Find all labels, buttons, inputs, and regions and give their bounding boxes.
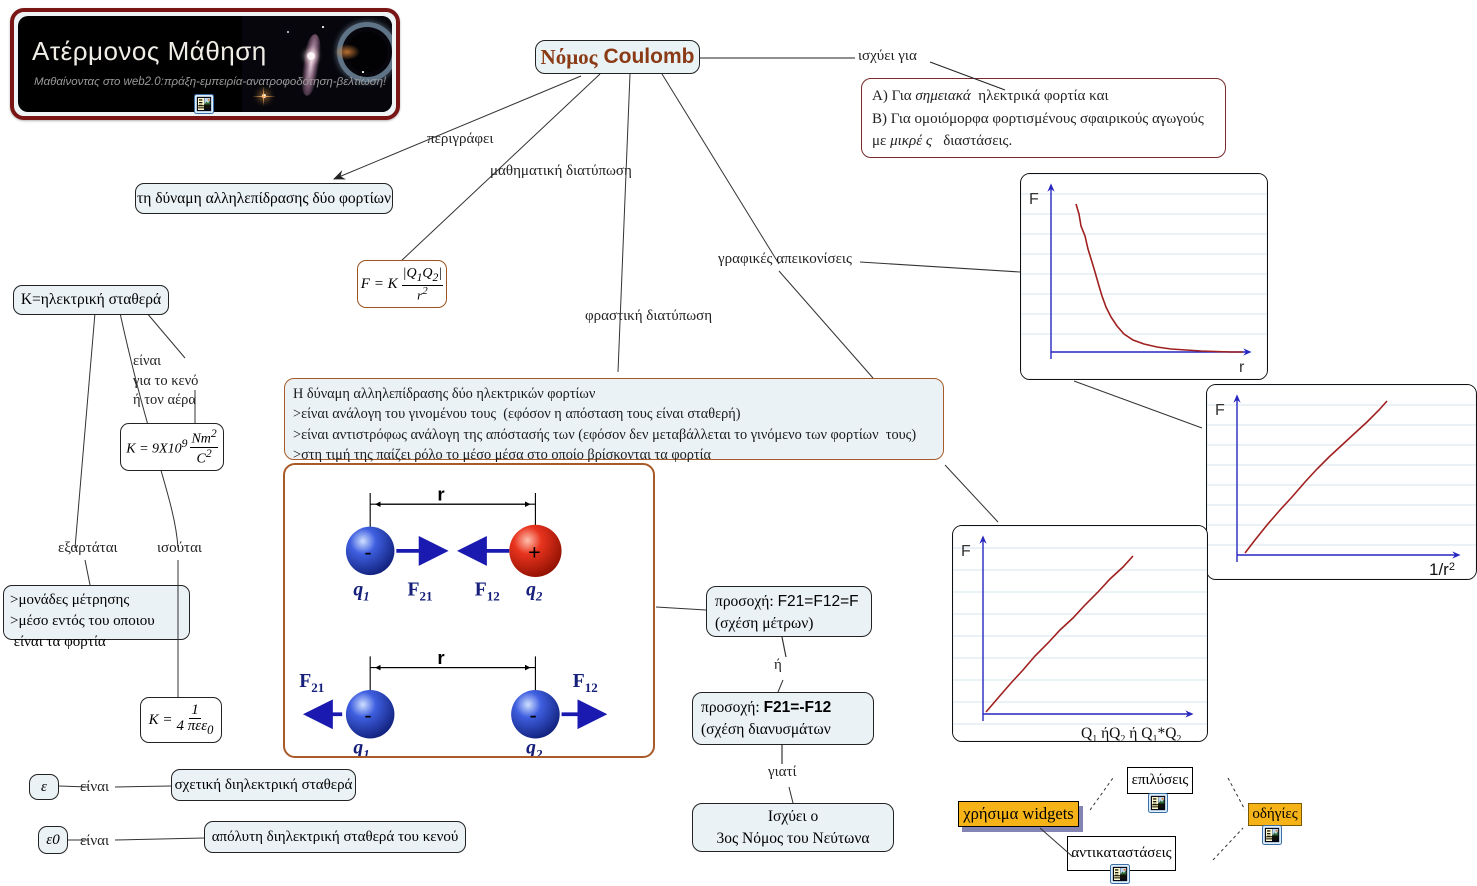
svg-text:F: F: [961, 543, 971, 560]
